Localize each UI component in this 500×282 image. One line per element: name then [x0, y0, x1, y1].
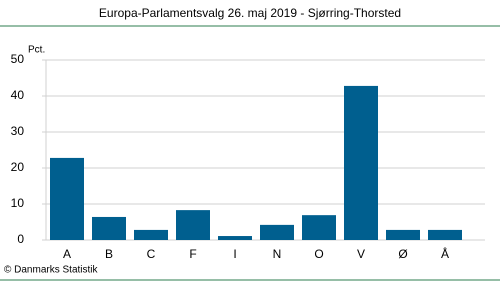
bar	[344, 85, 378, 240]
bar	[302, 215, 336, 240]
x-tick-label: A	[63, 247, 71, 261]
chart-title: Europa-Parlamentsvalg 26. maj 2019 - Sjø…	[99, 6, 401, 20]
bar	[386, 229, 420, 240]
bar	[134, 229, 168, 240]
x-tick-label: C	[147, 247, 156, 261]
source: © Danmarks Statistik	[4, 265, 99, 276]
bar	[218, 236, 252, 240]
x-tick-label: B	[105, 247, 113, 261]
x-tick-label: Å	[441, 246, 449, 261]
y-tick-label: 40	[11, 88, 25, 102]
y-tick-label: 20	[11, 160, 25, 174]
bar	[92, 216, 126, 240]
bar	[428, 229, 462, 240]
y-tick-label: 30	[11, 124, 25, 138]
x-tick-label: F	[189, 247, 196, 261]
bar	[50, 157, 84, 240]
bar	[260, 224, 294, 240]
y-tick-label: 10	[11, 196, 25, 210]
y-axis-label: Pct.	[28, 45, 45, 56]
x-tick-label: O	[314, 247, 323, 261]
y-tick-label: 50	[11, 52, 25, 66]
x-tick-label: V	[357, 247, 365, 261]
x-tick-label: I	[233, 247, 236, 261]
x-tick-label: Ø	[398, 247, 407, 261]
bar	[176, 210, 210, 240]
x-tick-label: N	[273, 247, 282, 261]
y-tick-label: 0	[17, 232, 24, 246]
